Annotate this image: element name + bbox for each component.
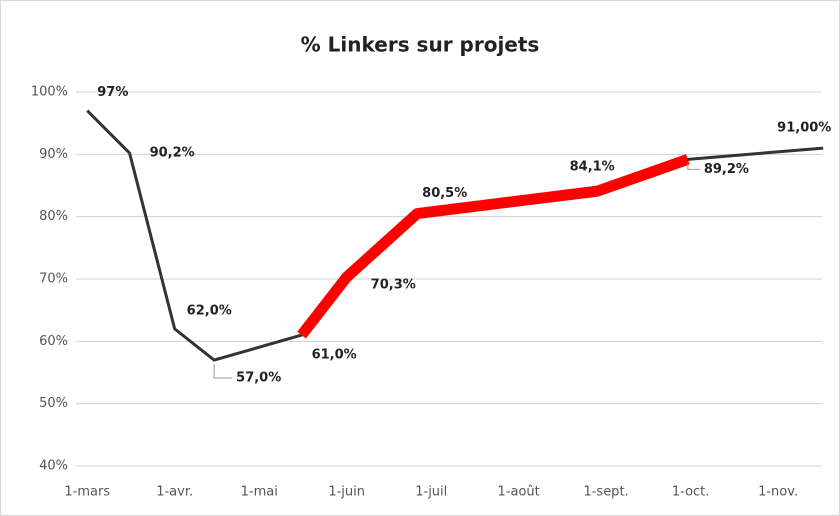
x-tick-label: 1-avr. [156,485,193,500]
y-tick-label: 60% [39,334,68,349]
y-tick-label: 70% [39,272,68,287]
line [297,154,690,339]
data-label: 90,2% [150,146,195,161]
y-tick-label: 80% [39,209,68,224]
y-tick-label: 40% [39,459,68,474]
x-tick-label: 1-août [498,485,540,500]
x-tick-label: 1-mai [241,485,278,500]
data-label: 89,2% [704,162,749,177]
x-tick-label: 1-oct. [672,485,710,500]
leader-line [687,163,700,170]
y-tick-label: 100% [31,85,68,100]
x-tick-label: 1-nov. [758,485,798,500]
data-label: 97% [97,85,128,100]
data-label: 61,0% [312,348,357,363]
x-tick-label: 1-sept. [583,485,628,500]
x-tick-label: 1-juin [328,485,365,500]
x-tick-label: 1-mars [64,485,110,500]
data-label: 70,3% [371,278,416,293]
leader-line [213,364,233,379]
data-label: 57,0% [236,371,281,386]
data-label: 91,00% [777,121,831,136]
data-label: 84,1% [570,160,615,175]
data-label: 62,0% [187,303,232,318]
data-label: 80,5% [422,186,467,201]
y-tick-label: 50% [39,396,68,411]
x-tick-label: 1-juil [415,485,447,500]
chart-title: % Linkers sur projets [301,33,540,57]
y-tick-label: 90% [39,147,68,162]
